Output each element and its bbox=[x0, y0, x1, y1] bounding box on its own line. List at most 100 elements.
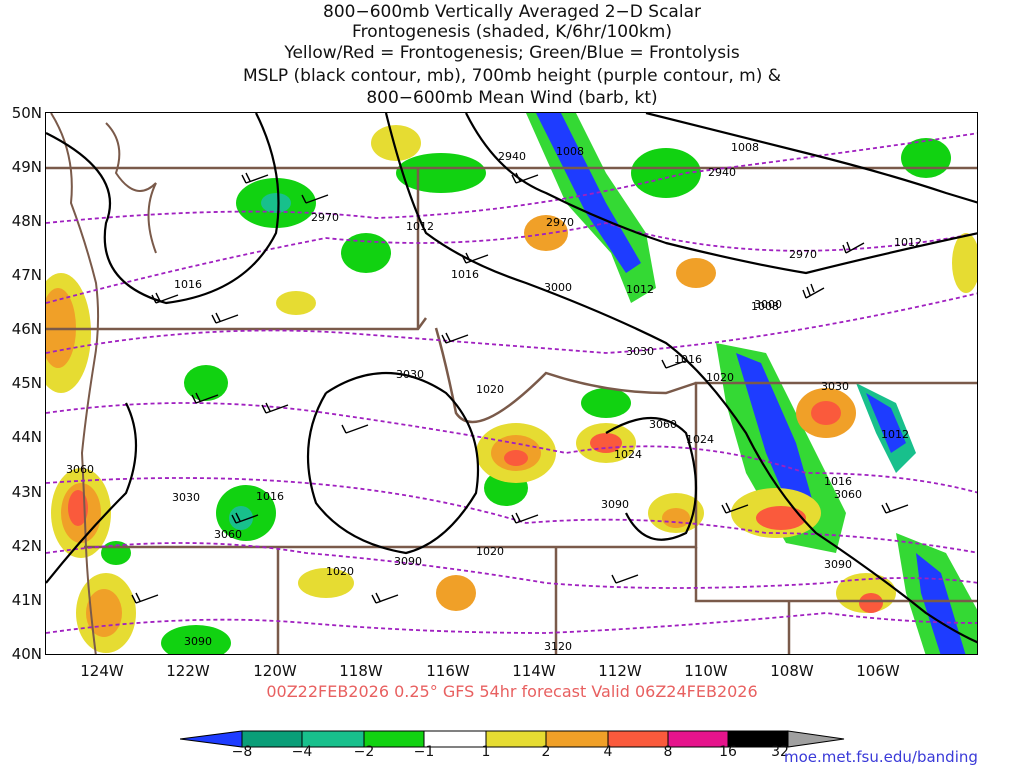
lat-label: 50N bbox=[11, 104, 42, 122]
colorbar bbox=[180, 730, 845, 748]
height-label: 2940 bbox=[498, 150, 526, 163]
lat-label: 48N bbox=[11, 212, 42, 230]
colorbar-label: 4 bbox=[603, 744, 613, 760]
height-label: 3030 bbox=[396, 368, 424, 381]
frontogenesis-patch bbox=[756, 506, 806, 530]
height-label: 3060 bbox=[66, 463, 94, 476]
frontogenesis-patch bbox=[86, 589, 122, 637]
title-line-4: MSLP (black contour, mb), 700mb height (… bbox=[242, 66, 782, 86]
map-panel: 1008 1008 1012 1016 1012 1016 1012 1016 … bbox=[45, 112, 978, 655]
contour-labels: 1008 1008 1012 1016 1012 1016 1012 1016 … bbox=[174, 141, 922, 578]
colorbar-label: 8 bbox=[663, 744, 673, 760]
frontolysis-patch bbox=[261, 193, 291, 213]
lat-label: 46N bbox=[11, 320, 42, 338]
frontolysis-patch bbox=[341, 233, 391, 273]
wind-barbs bbox=[131, 172, 909, 604]
height-label: 2970 bbox=[546, 216, 574, 229]
title-line-5: 800−600mb Mean Wind (barb, kt) bbox=[366, 88, 658, 108]
colorbar-label: 1 bbox=[481, 744, 491, 760]
lat-label: 42N bbox=[11, 537, 42, 555]
mslp-label: 1012 bbox=[626, 283, 654, 296]
mslp-label: 1016 bbox=[174, 278, 202, 291]
lat-label: 43N bbox=[11, 483, 42, 501]
lat-label: 47N bbox=[11, 266, 42, 284]
mslp-label: 1008 bbox=[731, 141, 759, 154]
mslp-label: 1024 bbox=[686, 433, 714, 446]
lon-label: 108W bbox=[770, 662, 814, 680]
frontolysis-patch bbox=[161, 625, 231, 654]
mslp-label: 1016 bbox=[451, 268, 479, 281]
height-label: 3090 bbox=[824, 558, 852, 571]
lat-label: 44N bbox=[11, 428, 42, 446]
lon-label: 120W bbox=[253, 662, 297, 680]
lat-label: 40N bbox=[11, 645, 42, 663]
frontogenesis-patch bbox=[371, 125, 421, 161]
frontolysis-core bbox=[736, 353, 816, 523]
lat-label: 41N bbox=[11, 591, 42, 609]
frontogenesis-patch bbox=[276, 291, 316, 315]
valid-time-label: 00Z22FEB2026 0.25° GFS 54hr forecast Val… bbox=[266, 682, 758, 701]
height-label: 3030 bbox=[626, 345, 654, 358]
mslp-label: 1020 bbox=[326, 565, 354, 578]
colorbar-label: −2 bbox=[353, 744, 375, 760]
state-borders bbox=[46, 166, 977, 654]
colorbar-label: 2 bbox=[541, 744, 551, 760]
frontogenesis-patch bbox=[504, 450, 528, 466]
lon-label: 122W bbox=[166, 662, 210, 680]
height-label: 2940 bbox=[708, 166, 736, 179]
height-label: 3090 bbox=[184, 635, 212, 648]
frontogenesis-patch bbox=[676, 258, 716, 288]
frontolysis-patch bbox=[396, 153, 486, 193]
map-canvas: 1008 1008 1012 1016 1012 1016 1012 1016 … bbox=[46, 113, 977, 654]
colorbar-label: 16 bbox=[719, 744, 737, 760]
colorbar-label: −1 bbox=[413, 744, 435, 760]
lon-label: 124W bbox=[80, 662, 124, 680]
frontolysis-core bbox=[536, 113, 641, 273]
height-label: 3030 bbox=[821, 380, 849, 393]
lon-label: 116W bbox=[426, 662, 470, 680]
height-label: 3060 bbox=[834, 488, 862, 501]
height-label: 3060 bbox=[214, 528, 242, 541]
height-label: 3060 bbox=[649, 418, 677, 431]
mslp-label: 1016 bbox=[824, 475, 852, 488]
frontogenesis-patch bbox=[662, 508, 690, 528]
credit-link[interactable]: moe.met.fsu.edu/banding bbox=[784, 748, 978, 766]
mslp-label: 1012 bbox=[881, 428, 909, 441]
title-line-2: Frontogenesis (shaded, K/6hr/100km) bbox=[352, 22, 672, 42]
frontolysis-patch bbox=[229, 506, 253, 530]
frontogenesis-patch bbox=[952, 233, 977, 293]
height-label: 2970 bbox=[311, 211, 339, 224]
mslp-contours bbox=[46, 113, 977, 644]
lat-label: 49N bbox=[11, 158, 42, 176]
frontogenesis-patch bbox=[436, 575, 476, 611]
mslp-label: 1012 bbox=[406, 220, 434, 233]
mslp-label: 1020 bbox=[476, 545, 504, 558]
frontogenesis-patch bbox=[859, 593, 883, 613]
colorbar-label: −4 bbox=[291, 744, 313, 760]
mslp-label: 1024 bbox=[614, 448, 642, 461]
height-label: 2970 bbox=[789, 248, 817, 261]
mslp-label: 1016 bbox=[256, 490, 284, 503]
height-labels: 2940 2940 2970 2970 2970 3000 3000 3030 … bbox=[66, 150, 862, 653]
frontogenesis-patch bbox=[811, 401, 841, 425]
frontolysis-core bbox=[866, 393, 906, 453]
frontogenesis-patch bbox=[298, 568, 354, 598]
title-line-1: 800−600mb Vertically Averaged 2−D Scalar bbox=[323, 2, 701, 22]
frontogenesis-patch bbox=[68, 490, 88, 526]
mslp-label: 1016 bbox=[674, 353, 702, 366]
height-label: 3030 bbox=[172, 491, 200, 504]
mslp-label: 1020 bbox=[706, 371, 734, 384]
colorbar-swatch bbox=[787, 730, 845, 748]
mslp-label: 1008 bbox=[751, 300, 779, 313]
height-label: 3090 bbox=[394, 555, 422, 568]
lon-label: 110W bbox=[684, 662, 728, 680]
colorbar-label: −8 bbox=[231, 744, 253, 760]
coastline bbox=[50, 113, 157, 654]
height-label: 3090 bbox=[601, 498, 629, 511]
frontogenesis-patch bbox=[524, 215, 568, 251]
lon-label: 112W bbox=[598, 662, 642, 680]
lon-label: 114W bbox=[512, 662, 556, 680]
colorbar-label: 32 bbox=[771, 744, 789, 760]
height-contours bbox=[46, 132, 977, 634]
frontolysis-patch bbox=[184, 365, 228, 401]
